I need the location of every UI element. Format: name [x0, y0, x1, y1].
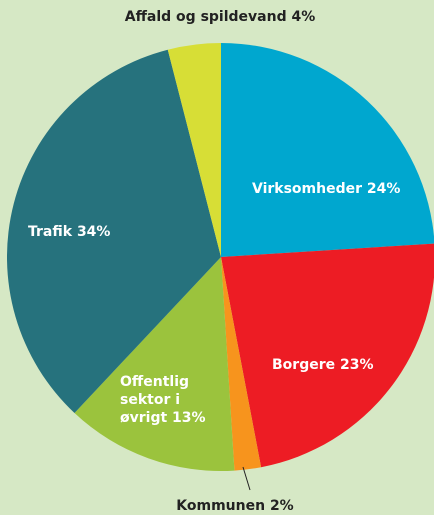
pie-slice [221, 43, 434, 257]
slice-label: Borgere 23% [272, 356, 402, 374]
value-label: 4% [291, 9, 316, 25]
category-name: Offentlig sektor i øvrigt [120, 374, 190, 426]
slice-label: Trafik 34% [28, 223, 138, 241]
slice-label: Offentlig sektor i øvrigt 13% [120, 373, 230, 427]
slice-label: Kommunen 2% [160, 497, 310, 515]
pie-slice [221, 243, 434, 468]
pie-slice [7, 49, 221, 413]
category-name: Borgere [272, 357, 336, 373]
value-label: 2% [269, 498, 294, 514]
slice-label: Virksomheder 24% [252, 180, 422, 198]
pie-slice [167, 43, 221, 257]
value-label: 24% [366, 181, 401, 197]
slice-label: Affald og spildevand 4% [100, 8, 340, 26]
category-name: Kommunen [176, 498, 266, 514]
value-label: 13% [172, 410, 206, 426]
value-label: 23% [339, 357, 374, 373]
value-label: 34% [76, 224, 111, 240]
pie-slice [74, 257, 235, 472]
category-name: Affald og spildevand [124, 9, 287, 25]
leader-line [242, 466, 251, 491]
category-name: Trafik [28, 224, 73, 240]
pie-slice [221, 257, 262, 471]
category-name: Virksomheder [252, 181, 363, 197]
